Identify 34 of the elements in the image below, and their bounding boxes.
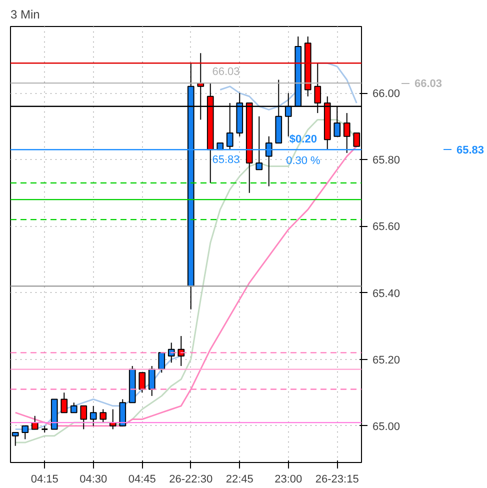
annotation: 0.30 % [286,154,321,167]
candlestick [343,112,350,154]
y-tick-label: 65.60 [372,221,400,234]
y-tick-label: 65.00 [372,420,400,433]
x-tick-label: 04:15 [30,474,58,486]
candlestick [353,132,360,147]
candlestick [22,425,29,440]
candlestick [158,352,166,374]
ref-line-label: 66.03 [414,78,442,90]
candlestick [70,402,78,414]
x-tick-label: 26-23:15 [315,474,359,486]
x-tick-label: 23:00 [274,474,302,486]
annotation: 66.03 [212,66,240,78]
candlestick [265,136,272,187]
y-tick-label: 65.40 [372,288,400,300]
annotation: $0.20 [289,133,317,146]
y-tick-label: 65.20 [372,354,400,366]
chart-title: 3 Min [10,8,40,22]
annotation: 65.83 [212,154,240,166]
candlestick [138,372,146,394]
candlestick [100,408,107,424]
candlestick [90,405,97,426]
candlestick [148,365,156,396]
y-tick-label: 66.00 [372,88,400,100]
candlestick [80,405,88,430]
candlestick [119,398,126,426]
ref-line-label: 65.83 [456,144,484,157]
x-tick-label: 22:45 [226,474,254,486]
x-tick-label: 04:30 [80,474,108,486]
x-tick-label: 04:45 [128,474,156,486]
y-tick-label: 65.80 [372,154,400,167]
candlestick [60,392,68,414]
x-tick-label: 26-22:30 [169,474,213,486]
candlestick [256,116,263,170]
